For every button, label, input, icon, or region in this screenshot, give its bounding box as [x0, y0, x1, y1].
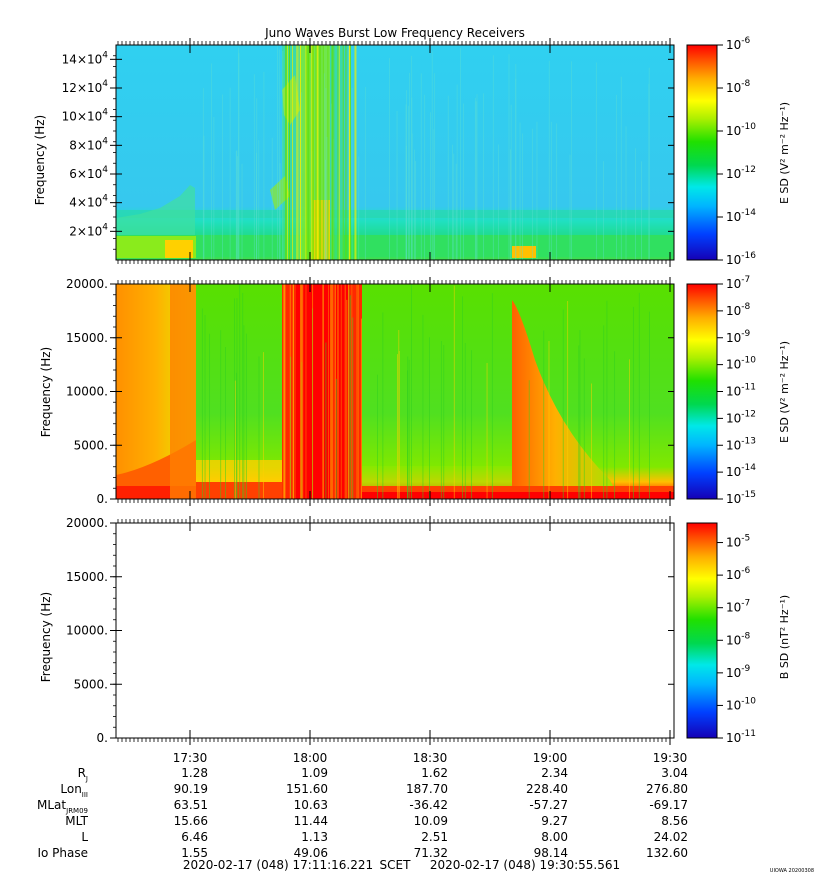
ytick-label: 10×104 — [62, 108, 109, 124]
colorbar-tick-label: 10-8 — [726, 302, 751, 318]
ephemeris-value: 8.00 — [541, 830, 568, 844]
ephemeris-row-label: MLatJRM09 — [37, 798, 88, 815]
ytick-label: 12×104 — [62, 79, 109, 95]
xtick-label: 17:30 — [173, 751, 208, 765]
ephemeris-value: 10.09 — [414, 814, 448, 828]
ytick-label: 2×104 — [69, 222, 108, 238]
ytick-label: 20000. — [66, 516, 108, 530]
ephemeris-value: 1.13 — [301, 830, 328, 844]
ephemeris-row-label: RJ — [78, 766, 88, 783]
ephemeris-value: 49.06 — [294, 846, 328, 860]
colorbar-tick-label: 10-10 — [726, 356, 756, 372]
colorbar-tick-label: 10-6 — [726, 36, 751, 52]
ephemeris-value: 132.60 — [646, 846, 688, 860]
ephemeris-row-label: Io Phase — [37, 846, 88, 860]
colorbar-tick-label: 10-14 — [726, 208, 756, 224]
xtick-label: 19:30 — [653, 751, 688, 765]
xtick-label: 18:30 — [413, 751, 448, 765]
ephemeris-value: 63.51 — [174, 798, 208, 812]
watermark: UIOWA 20200308 — [770, 868, 814, 874]
ephemeris-value: 1.28 — [181, 766, 208, 780]
ytick-label: 0. — [97, 731, 108, 745]
panel-2-spectrogram — [116, 284, 674, 499]
panel-3-frame — [115, 522, 675, 739]
xtick-label: 19:00 — [533, 751, 568, 765]
scet-label: SCET — [380, 858, 412, 872]
ephemeris-value: 276.80 — [646, 782, 688, 796]
ytick-label: 14×104 — [62, 50, 109, 66]
ephemeris-value: 11.44 — [294, 814, 328, 828]
colorbar-2-label: E SD (V² m⁻² Hz⁻¹) — [778, 341, 791, 443]
ephemeris-value: 71.32 — [414, 846, 448, 860]
colorbar-tick-label: 10-12 — [726, 409, 756, 425]
colorbar-tick-label: 10-9 — [726, 329, 751, 345]
colorbar-tick-label: 10-6 — [726, 566, 751, 582]
ephemeris-table: RJ 1.28 1.09 1.62 2.34 3.04 LonIII 90.19 151.60 1… — [37, 766, 688, 860]
colorbar-tick-label: 10-12 — [726, 165, 756, 181]
ytick-label: 8×104 — [69, 136, 108, 152]
ytick-label: 20000. — [66, 277, 108, 291]
colorbar-tick-label: 10-10 — [726, 696, 756, 712]
ytick-label: 5000. — [74, 677, 108, 691]
colorbar-tick-label: 10-15 — [726, 490, 756, 506]
colorbar-3 — [686, 522, 718, 739]
colorbar-1-label: E SD (V² m⁻² Hz⁻¹) — [778, 102, 791, 204]
ephemeris-value: -36.42 — [409, 798, 448, 812]
ephemeris-value: 15.66 — [174, 814, 208, 828]
colorbar-tick-label: 10-11 — [726, 729, 756, 745]
ephemeris-value: -69.17 — [649, 798, 688, 812]
colorbar-tick-label: 10-7 — [726, 599, 750, 615]
ytick-label: 10000. — [66, 385, 108, 399]
end-time-label: 2020-02-17 (048) 19:30:55.561 — [430, 858, 620, 872]
ephemeris-value: -57.27 — [529, 798, 568, 812]
ephemeris-value: 228.40 — [526, 782, 568, 796]
ephemeris-value: 98.14 — [534, 846, 568, 860]
ytick-label: 10000. — [66, 624, 108, 638]
ytick-label: 15000. — [66, 570, 108, 584]
xtick-label: 18:00 — [293, 751, 328, 765]
panel-2-ylabel: Frequency (Hz) — [39, 347, 53, 438]
ephemeris-value: 2.51 — [421, 830, 448, 844]
ephemeris-value: 3.04 — [661, 766, 688, 780]
ytick-label: 5000. — [74, 438, 108, 452]
panel-1-spectrogram — [116, 45, 674, 260]
ephemeris-row-label: MLT — [65, 814, 88, 828]
colorbar-1 — [686, 44, 718, 261]
ephemeris-value: 9.27 — [541, 814, 568, 828]
ephemeris-value: 6.46 — [181, 830, 208, 844]
chart-title: Juno Waves Burst Low Frequency Receivers — [264, 26, 525, 40]
ytick-label: 6×104 — [69, 165, 108, 181]
panel-1-ylabel: Frequency (Hz) — [33, 115, 47, 206]
colorbar-tick-label: 10-11 — [726, 383, 756, 399]
ytick-label: 0. — [97, 492, 108, 506]
ephemeris-value: 90.19 — [174, 782, 208, 796]
colorbar-tick-label: 10-10 — [726, 122, 756, 138]
colorbar-tick-label: 10-5 — [726, 534, 750, 550]
colorbar-tick-label: 10-8 — [726, 631, 751, 647]
ephemeris-value: 24.02 — [654, 830, 688, 844]
ephemeris-value: 187.70 — [406, 782, 448, 796]
colorbar-2 — [686, 283, 718, 500]
ephemeris-value: 151.60 — [286, 782, 328, 796]
colorbar-tick-label: 10-13 — [726, 436, 756, 452]
colorbar-tick-label: 10-9 — [726, 664, 751, 680]
ephemeris-row-label: LonIII — [60, 782, 88, 799]
ephemeris-value: 1.55 — [181, 846, 208, 860]
colorbar-3-label: B SD (nT² Hz⁻¹) — [778, 595, 791, 679]
colorbar-tick-label: 10-7 — [726, 275, 750, 291]
ephemeris-value: 8.56 — [661, 814, 688, 828]
panel-3-ylabel: Frequency (Hz) — [39, 592, 53, 683]
colorbar-tick-label: 10-14 — [726, 463, 756, 479]
colorbar-tick-label: 10-16 — [726, 251, 756, 267]
ephemeris-row-label: L — [81, 830, 88, 844]
start-time-label: 2020-02-17 (048) 17:11:16.221 — [183, 858, 373, 872]
ephemeris-value: 10.63 — [294, 798, 328, 812]
colorbar-tick-label: 10-8 — [726, 79, 751, 95]
ytick-label: 15000. — [66, 331, 108, 345]
ephemeris-value: 2.34 — [541, 766, 568, 780]
ephemeris-value: 1.09 — [301, 766, 328, 780]
ephemeris-value: 1.62 — [421, 766, 448, 780]
ytick-label: 4×104 — [69, 194, 108, 210]
